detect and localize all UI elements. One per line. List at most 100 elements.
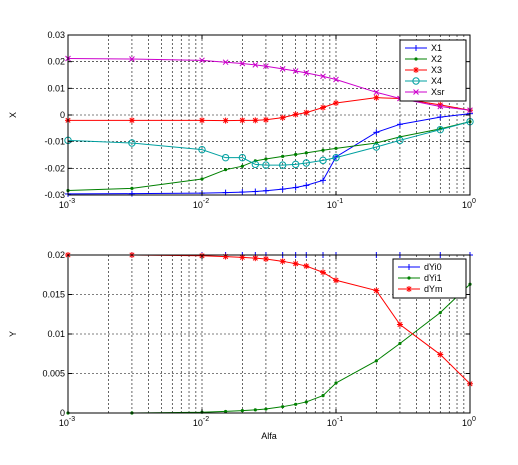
series-X1	[65, 110, 473, 197]
y-tick-label: 0.005	[42, 369, 65, 379]
series-dYi1	[66, 282, 472, 415]
data-point-dYi1	[374, 359, 378, 363]
data-point-X4	[372, 143, 381, 151]
legend-label: X4	[431, 76, 442, 86]
series-line-dYi1	[68, 283, 471, 414]
data-point-Xsr-b	[320, 73, 326, 80]
data-point-X3-b	[320, 104, 326, 111]
data-point-X4	[278, 161, 287, 169]
series-line-Xsr	[67, 57, 471, 111]
chart-y-panel: 0 0.005 0.01 0.015 0.02 10-3 10-2 10-1 100 Y Alfa d…	[8, 250, 476, 441]
data-point-X4	[221, 153, 230, 162]
data-point-Xsr	[129, 56, 135, 62]
data-point-dYi1	[294, 402, 298, 406]
data-point-dYm-b	[252, 255, 258, 261]
data-point-dYi1	[223, 409, 228, 414]
data-point-X4	[436, 125, 444, 134]
data-point-X2	[334, 146, 338, 150]
x-axis: 10-3 10-2 10-1 100	[59, 255, 476, 428]
y-axis-label: X	[8, 112, 18, 118]
data-point-dYm-b	[303, 263, 309, 269]
legend-label: X2	[431, 54, 442, 64]
x-tick-label: 100	[462, 416, 476, 428]
data-point-dYi1	[334, 381, 338, 385]
legend-item-dYm: dYm	[398, 284, 443, 294]
legend-marker	[414, 57, 418, 61]
y-axis: 0 0.005 0.01 0.015 0.02	[42, 250, 470, 418]
legend-item-X4: X4	[405, 76, 442, 86]
legend-label: X3	[431, 65, 442, 75]
data-point-X2	[281, 154, 285, 158]
legend-marker	[413, 67, 419, 73]
data-point-X3	[303, 109, 310, 116]
data-point-X1	[437, 114, 444, 121]
data-point-dYi1	[281, 405, 285, 409]
data-point-dYm	[333, 277, 339, 284]
data-point-X2	[294, 152, 298, 157]
data-point-dYi1	[304, 400, 308, 404]
data-point-dYm-b	[239, 254, 245, 260]
data-point-Xsr-b	[303, 70, 310, 76]
legend-label: X1	[431, 43, 442, 53]
data-point-X3-b	[223, 118, 229, 124]
x-tick-label: 10-2	[193, 198, 209, 210]
data-point-dYm	[279, 258, 286, 265]
legend-marker-b	[406, 286, 412, 292]
legend-marker	[407, 276, 411, 280]
data-point-X3	[373, 94, 380, 101]
x-axis: 10-3 10-2 10-1 100	[59, 35, 476, 210]
data-point-X1	[320, 177, 327, 184]
legend-label: Xsr	[431, 87, 445, 97]
x-tick-label: 10-3	[59, 416, 75, 428]
data-point-X4	[291, 160, 300, 169]
data-point-dYm	[252, 255, 259, 262]
data-point-X2	[130, 186, 134, 190]
data-point-dYm	[222, 253, 229, 260]
series-line-X2	[67, 121, 471, 191]
data-point-Xsr-b	[263, 63, 269, 70]
data-point-X1	[396, 121, 403, 128]
data-point-X1	[252, 188, 259, 195]
chart-x-panel: -0.03 -0.02 -0.01 0 0.01 0.02 0.03 10-3 10-2 10-1…	[8, 30, 476, 210]
data-point-X4	[262, 161, 270, 169]
data-point-Xsr-b	[292, 68, 299, 74]
data-point-dYm	[320, 269, 327, 276]
legend-item-Xsr: Xsr	[405, 87, 445, 97]
data-point-X3-b	[293, 111, 299, 118]
data-point-X4	[302, 159, 310, 167]
data-point-dYi1	[398, 341, 402, 346]
y-tick-label: 0.03	[47, 30, 65, 40]
y-tick-label: 0.015	[42, 290, 65, 300]
legend-item-dYi1: dYi1	[398, 273, 442, 283]
legend-marker	[406, 286, 412, 292]
y-tick-label: -0.01	[44, 137, 65, 147]
data-point-dYm-b	[333, 277, 339, 283]
legend-marker-b	[413, 89, 419, 95]
data-point-X3-b	[333, 100, 339, 106]
data-point-Xsr	[333, 76, 339, 83]
data-point-X3	[279, 114, 286, 121]
data-point-X3	[239, 117, 246, 124]
data-point-X2	[321, 148, 325, 152]
y-tick-label: 0	[60, 408, 65, 418]
data-point-dYm-b	[293, 261, 299, 267]
legend-marker	[406, 264, 412, 270]
series-line-X3	[68, 97, 471, 122]
x-axis-label: Alfa	[261, 431, 277, 441]
data-point-X3	[128, 117, 135, 124]
data-point-X4	[332, 153, 340, 162]
x-tick-label: 10-1	[327, 198, 343, 210]
data-point-X3-b	[303, 110, 309, 116]
data-point-X4	[251, 160, 260, 169]
data-point-Xsr-b	[129, 56, 135, 62]
data-point-X3	[199, 117, 205, 124]
x-tick-label: 10-3	[59, 198, 75, 210]
y-tick-label: -0.02	[44, 163, 65, 173]
legend-item-X3: X3	[405, 65, 442, 75]
data-point-X1	[262, 187, 269, 194]
data-point-Xsr	[199, 57, 205, 64]
data-point-X3	[222, 117, 229, 124]
data-point-Xsr-b	[279, 66, 286, 72]
data-point-Xsr-b	[437, 103, 444, 110]
